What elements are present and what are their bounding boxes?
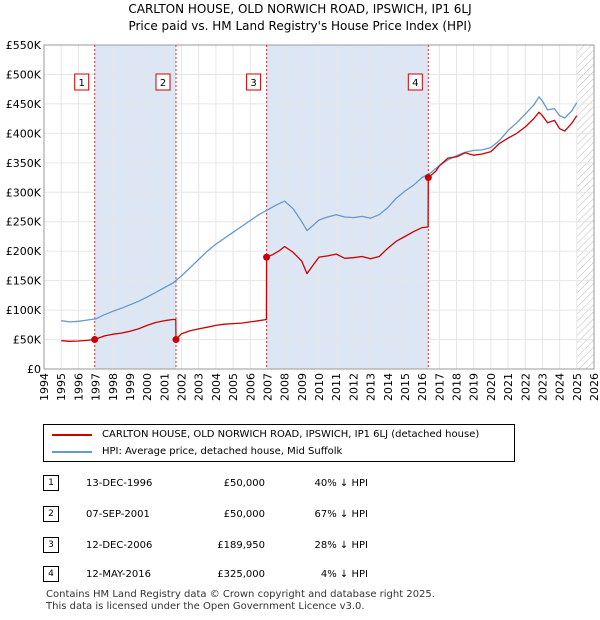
sale-row: 3 12-DEC-2006 £189,950 28% ↓ HPI xyxy=(0,537,600,555)
sale-number-badge: 1 xyxy=(43,475,59,491)
sale-row: 4 12-MAY-2016 £325,000 4% ↓ HPI xyxy=(0,566,600,584)
x-tick-label: 2013 xyxy=(365,373,378,401)
sale-label-box xyxy=(74,73,90,91)
ownership-shade xyxy=(266,45,429,369)
sale-price: £189,950 xyxy=(217,540,265,551)
sale-hpi-diff: 28% ↓ HPI xyxy=(314,540,368,551)
sale-point xyxy=(263,253,271,261)
sale-label-box xyxy=(155,73,171,91)
sale-label-number: 4 xyxy=(412,78,418,89)
sale-number-badge: 4 xyxy=(43,566,59,582)
projection-hatch xyxy=(576,45,594,369)
y-tick-label: £250K xyxy=(6,216,42,229)
x-tick-label: 2020 xyxy=(485,373,498,401)
x-tick-label: 2023 xyxy=(536,373,549,401)
plot-frame xyxy=(43,44,595,370)
sale-row: 1 13-DEC-1996 £50,000 40% ↓ HPI xyxy=(0,475,600,493)
x-tick-label: 2005 xyxy=(227,373,240,401)
x-tick-label: 2026 xyxy=(588,373,600,401)
chart-subtitle: Price paid vs. HM Land Registry's House … xyxy=(128,19,472,33)
legend-label-property: CARLTON HOUSE, OLD NORWICH ROAD, IPSWICH… xyxy=(102,429,480,440)
sale-label-box xyxy=(407,73,423,91)
footer-licence: This data is licensed under the Open Gov… xyxy=(46,601,365,612)
y-tick-label: £550K xyxy=(6,39,42,52)
x-tick-label: 2016 xyxy=(416,373,429,401)
chart-legend: CARLTON HOUSE, OLD NORWICH ROAD, IPSWICH… xyxy=(43,424,515,462)
legend-swatch-property xyxy=(52,434,92,436)
price-chart: 1 2 3 4 £0 £50K £100K £150K £200K £250K £300K £350K… xyxy=(6,39,600,401)
x-tick-label: 2009 xyxy=(296,373,309,401)
sale-label-number: 3 xyxy=(250,78,256,89)
x-tick-label: 1997 xyxy=(90,373,103,401)
sale-hpi-diff: 40% ↓ HPI xyxy=(314,478,368,489)
sale-point xyxy=(91,336,99,344)
y-tick-label: £500K xyxy=(6,68,42,81)
y-tick-label: £50K xyxy=(13,334,42,347)
x-tick-label: 2024 xyxy=(554,373,567,401)
legend-label-hpi: HPI: Average price, detached house, Mid … xyxy=(102,446,343,457)
x-tick-label: 2018 xyxy=(451,373,464,401)
y-tick-label: £400K xyxy=(6,127,42,140)
sale-point xyxy=(172,336,180,344)
sale-number-badge: 3 xyxy=(43,537,59,553)
x-tick-label: 2002 xyxy=(176,373,189,401)
sale-price: £325,000 xyxy=(217,569,265,580)
sale-label-number: 2 xyxy=(160,78,166,89)
x-tick-label: 2000 xyxy=(141,373,154,401)
x-tick-label: 2008 xyxy=(279,373,292,401)
x-tick-label: 2019 xyxy=(468,373,481,401)
sale-label-box xyxy=(246,73,262,91)
y-tick-label: £200K xyxy=(6,245,42,258)
chart-title: CARLTON HOUSE, OLD NORWICH ROAD, IPSWICH… xyxy=(128,2,472,16)
sale-price: £50,000 xyxy=(223,509,265,520)
sale-price: £50,000 xyxy=(223,478,265,489)
x-tick-label: 2025 xyxy=(571,373,584,401)
legend-swatch-hpi xyxy=(52,451,92,453)
sale-date: 13-DEC-1996 xyxy=(86,478,153,489)
x-tick-label: 2022 xyxy=(519,373,532,401)
sale-label-number: 1 xyxy=(79,78,85,89)
x-tick-label: 2001 xyxy=(158,373,171,401)
hpi-line xyxy=(61,96,578,323)
sale-hpi-diff: 67% ↓ HPI xyxy=(314,509,368,520)
sale-hpi-diff: 4% ↓ HPI xyxy=(320,569,368,580)
x-tick-label: 1998 xyxy=(107,373,120,401)
x-tick-label: 2017 xyxy=(433,373,446,401)
x-tick-label: 2007 xyxy=(261,373,274,401)
x-tick-label: 2015 xyxy=(399,373,412,401)
x-tick-label: 1994 xyxy=(38,373,51,401)
y-tick-label: £100K xyxy=(6,304,42,317)
x-tick-label: 2010 xyxy=(313,373,326,401)
x-tick-label: 2012 xyxy=(347,373,360,401)
ownership-shade xyxy=(94,45,176,369)
x-tick-label: 1995 xyxy=(55,373,68,401)
x-tick-label: 2006 xyxy=(244,373,257,401)
x-tick-label: 2014 xyxy=(382,373,395,401)
sale-date: 07-SEP-2001 xyxy=(86,509,150,520)
x-tick-label: 2003 xyxy=(193,373,206,401)
x-tick-label: 2021 xyxy=(502,373,515,401)
x-tick-label: 2004 xyxy=(210,373,223,401)
sale-number-badge: 2 xyxy=(43,506,59,522)
y-tick-label: £0 xyxy=(27,363,41,376)
sale-point xyxy=(424,174,432,182)
y-tick-label: £350K xyxy=(6,157,42,170)
x-tick-label: 2011 xyxy=(330,373,343,401)
sale-date: 12-DEC-2006 xyxy=(86,540,153,551)
property-price-line xyxy=(61,111,578,342)
x-tick-label: 1996 xyxy=(72,373,85,401)
y-tick-label: £450K xyxy=(6,98,42,111)
y-tick-label: £150K xyxy=(6,275,42,288)
y-tick-label: £300K xyxy=(6,186,42,199)
footer-copyright: Contains HM Land Registry data © Crown c… xyxy=(46,589,435,600)
x-tick-label: 1999 xyxy=(124,373,137,401)
sale-date: 12-MAY-2016 xyxy=(86,569,152,580)
sale-row: 2 07-SEP-2001 £50,000 67% ↓ HPI xyxy=(0,506,600,524)
